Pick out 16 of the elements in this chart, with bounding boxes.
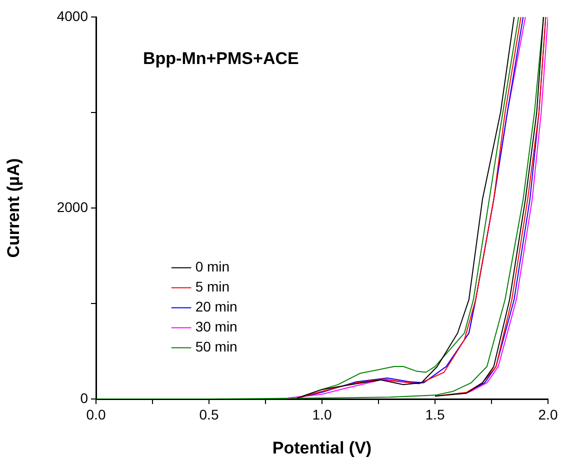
x-axis-title: Potential (V) xyxy=(272,438,372,458)
y-axis-title: Current (µA) xyxy=(4,158,23,258)
legend-label: 50 min xyxy=(195,338,238,355)
y-tick-label: 0 xyxy=(80,390,88,406)
x-tick-label: 1.5 xyxy=(425,406,445,422)
x-tick-label: 1.0 xyxy=(312,406,332,422)
x-tick-label: 0.5 xyxy=(199,406,219,422)
legend-label: 0 min xyxy=(195,258,230,275)
x-tick-label: 0.0 xyxy=(86,406,106,422)
legend-label: 5 min xyxy=(195,278,230,295)
y-tick-label: 2000 xyxy=(56,198,88,215)
x-tick-label: 2.0 xyxy=(538,406,558,422)
legend-label: 30 min xyxy=(195,318,238,335)
text: Bpp-Mn+PMS+ACE xyxy=(143,49,299,68)
y-tick-label: 4000 xyxy=(56,8,88,24)
legend-label: 20 min xyxy=(195,298,238,315)
